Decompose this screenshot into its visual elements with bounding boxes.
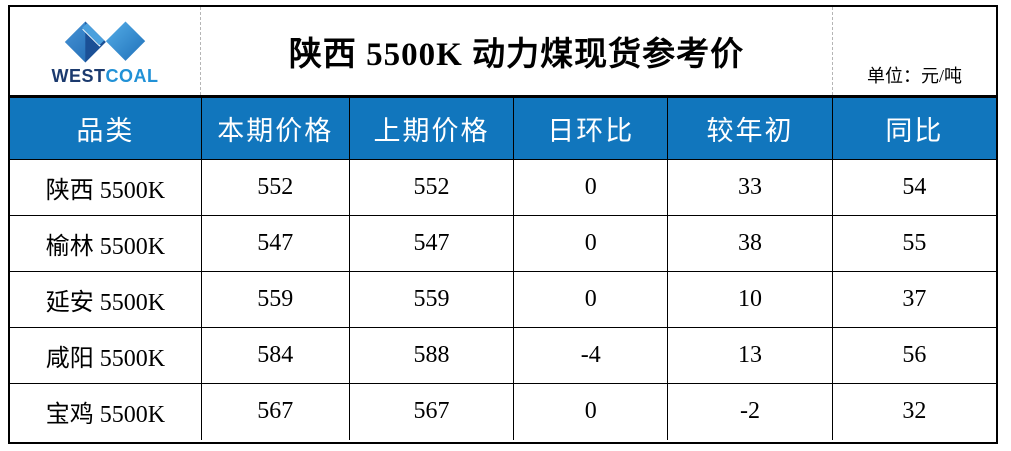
- column-header: 上期价格: [348, 97, 515, 160]
- brand-name-west: WEST: [51, 65, 106, 86]
- value-cell: 13: [667, 327, 833, 384]
- value-cell: 547: [348, 215, 515, 272]
- unit-label: 单位：元/吨: [866, 66, 962, 86]
- category-cell: 宝鸡 5500K: [10, 383, 202, 440]
- table-body: 陕西 5500K 552 552 0 33 54 榆林 5500K 547 547 0 38 55 延安…: [10, 159, 996, 440]
- value-cell: 55: [831, 215, 996, 272]
- value-cell: 588: [348, 327, 515, 384]
- value-cell: -4: [513, 327, 669, 384]
- page-title: 陕西 5500K 动力煤现货参考价: [288, 37, 745, 73]
- category-cell: 咸阳 5500K: [10, 327, 202, 384]
- column-header: 本期价格: [200, 97, 350, 160]
- unit-section: 单位：元/吨: [832, 7, 996, 95]
- value-cell: 559: [348, 271, 515, 328]
- brand-name-coal: COAL: [105, 65, 159, 86]
- table-row: 延安 5500K 559 559 0 10 37: [10, 271, 996, 328]
- value-cell: -2: [667, 383, 833, 440]
- column-header: 较年初: [667, 97, 833, 160]
- table-row: 宝鸡 5500K 567 567 0 -2 32: [10, 383, 996, 440]
- value-cell: 33: [667, 159, 833, 216]
- report-card: WESTCOAL 陕西 5500K 动力煤现货参考价 单位：元/吨 品类 本期价格…: [8, 5, 998, 444]
- column-header: 品类: [10, 97, 202, 160]
- header-band: WESTCOAL 陕西 5500K 动力煤现货参考价 单位：元/吨: [10, 7, 996, 97]
- table-header: 品类 本期价格 上期价格 日环比 较年初 同比: [10, 97, 996, 160]
- value-cell: 38: [667, 215, 833, 272]
- value-cell: 552: [200, 159, 350, 216]
- title-section: 陕西 5500K 动力煤现货参考价: [201, 7, 832, 95]
- value-cell: 567: [348, 383, 515, 440]
- value-cell: 552: [348, 159, 515, 216]
- value-cell: 584: [200, 327, 350, 384]
- column-header: 同比: [831, 97, 996, 160]
- table-row: 咸阳 5500K 584 588 -4 13 56: [10, 327, 996, 384]
- brand-logo: WESTCOAL: [10, 7, 201, 95]
- value-cell: 0: [513, 383, 669, 440]
- value-cell: 567: [200, 383, 350, 440]
- value-cell: 32: [831, 383, 996, 440]
- category-cell: 陕西 5500K: [10, 159, 202, 216]
- value-cell: 0: [513, 215, 669, 272]
- brand-name: WESTCOAL: [52, 66, 159, 87]
- value-cell: 54: [831, 159, 996, 216]
- value-cell: 0: [513, 271, 669, 328]
- value-cell: 56: [831, 327, 996, 384]
- value-cell: 10: [667, 271, 833, 328]
- value-cell: 547: [200, 215, 350, 272]
- table-header-row: 品类 本期价格 上期价格 日环比 较年初 同比: [10, 97, 996, 160]
- value-cell: 0: [513, 159, 669, 216]
- value-cell: 37: [831, 271, 996, 328]
- price-table: 品类 本期价格 上期价格 日环比 较年初 同比 陕西 5500K 552 552 0 33 54 榆林…: [10, 97, 996, 440]
- westcoal-logo-icon: [64, 20, 146, 64]
- category-cell: 榆林 5500K: [10, 215, 202, 272]
- value-cell: 559: [200, 271, 350, 328]
- column-header: 日环比: [513, 97, 669, 160]
- table-row: 陕西 5500K 552 552 0 33 54: [10, 159, 996, 216]
- category-cell: 延安 5500K: [10, 271, 202, 328]
- table-row: 榆林 5500K 547 547 0 38 55: [10, 215, 996, 272]
